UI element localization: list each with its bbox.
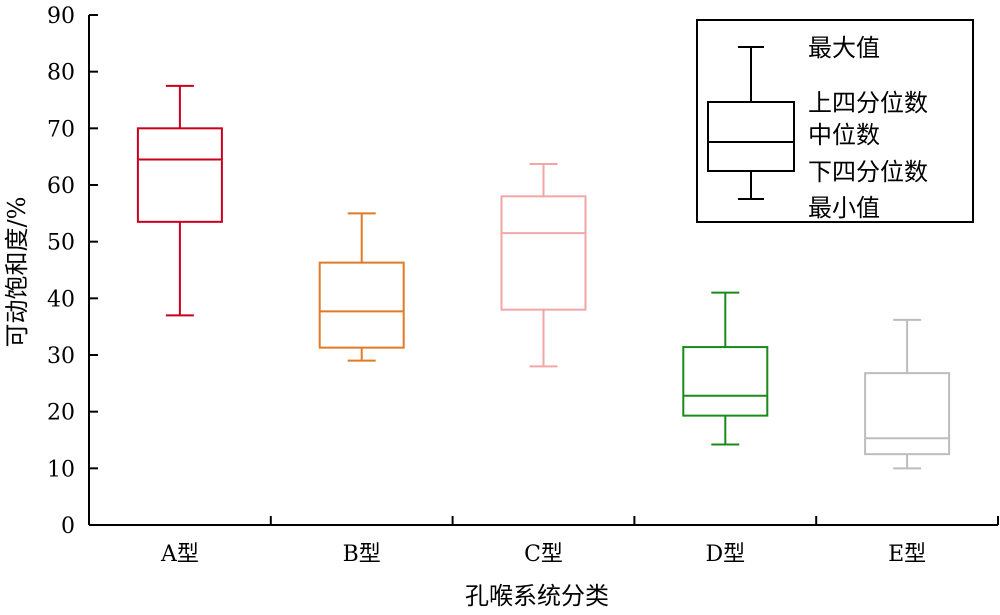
boxes (136, 84, 951, 470)
iqr-box (500, 195, 587, 311)
y-tick-label: 80 (47, 61, 75, 86)
y-tick-label: 10 (47, 457, 75, 482)
box-group (500, 163, 587, 368)
iqr-box (864, 372, 951, 456)
box-group (864, 318, 951, 470)
legend-q1-label: 下四分位数 (808, 158, 928, 186)
x-tick-label: A型 (160, 542, 199, 567)
y-tick-label: 70 (47, 117, 75, 142)
x-axis-title: 孔喉系统分类 (465, 582, 609, 610)
iqr-box (682, 346, 769, 417)
x-tick-label: B型 (343, 542, 381, 567)
axes: 0 10 20 30 40 50 60 70 80 90 A型 B型 C型 D型 E型 (47, 4, 999, 567)
y-tick-label: 50 (47, 231, 75, 256)
x-tick-label: C型 (524, 542, 563, 567)
box-group (682, 291, 769, 446)
x-tick-label: E型 (888, 542, 926, 567)
legend: 最大值 上四分位数 中位数 下四分位数 最小值 (696, 19, 974, 223)
y-tick-label: 40 (47, 287, 75, 312)
y-tick-label: 30 (47, 344, 75, 369)
y-axis-title: 可动饱和度/% (3, 197, 31, 348)
y-tick-label: 0 (61, 514, 75, 539)
legend-min-label: 最小值 (808, 194, 880, 222)
legend-median-label: 中位数 (808, 121, 880, 149)
iqr-box (318, 261, 405, 349)
box-group (318, 212, 405, 362)
y-tick-label: 90 (47, 4, 75, 29)
legend-max-label: 最大值 (808, 34, 880, 62)
y-tick-label: 20 (47, 401, 75, 426)
box-group (136, 84, 223, 317)
x-tick-label: D型 (705, 542, 745, 567)
legend-q3-label: 上四分位数 (808, 89, 928, 117)
y-tick-label: 60 (47, 174, 75, 199)
legend-frame (696, 19, 974, 223)
iqr-box (136, 127, 223, 223)
